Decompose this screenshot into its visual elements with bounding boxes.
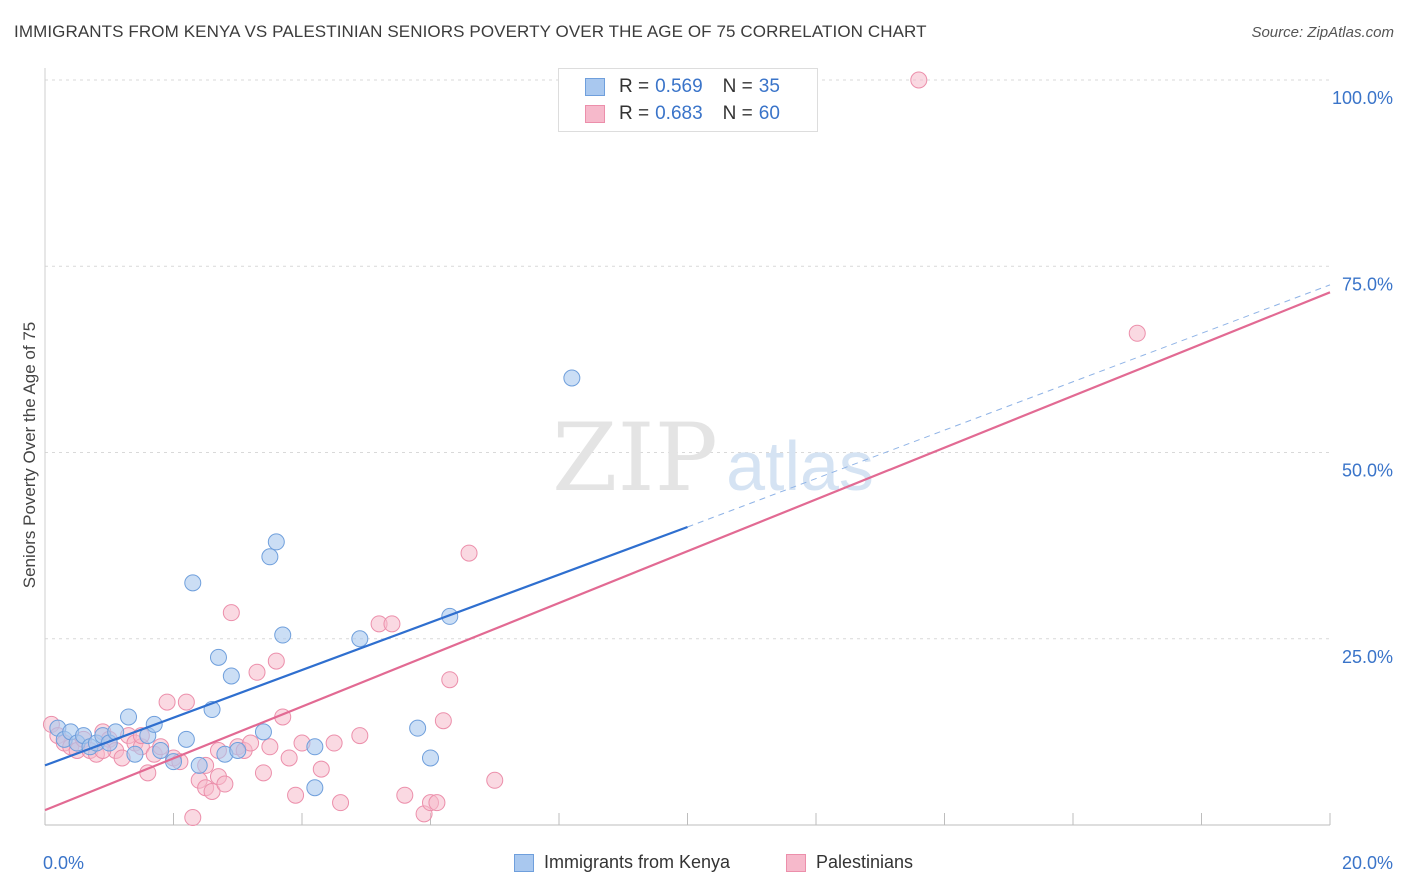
chart-title: IMMIGRANTS FROM KENYA VS PALESTINIAN SEN… xyxy=(14,22,927,41)
kenya-point xyxy=(306,779,324,797)
bottom-legend-swatch-palestinians xyxy=(786,853,806,872)
palestinians-point xyxy=(486,771,504,789)
kenya-point xyxy=(261,548,279,566)
kenya-point xyxy=(267,533,285,551)
palestinians-point xyxy=(312,760,330,778)
bottom-legend-swatch-kenya xyxy=(514,853,534,872)
bottom-legend-kenya[interactable]: Immigrants from Kenya xyxy=(514,852,730,873)
y-tick-label: 75.0% xyxy=(1342,274,1393,294)
x-tick-label: 0.0% xyxy=(43,853,84,873)
palestinians-point xyxy=(248,663,266,681)
kenya-point xyxy=(209,648,227,666)
palestinians-point xyxy=(1128,324,1146,342)
legend-n-label: N = xyxy=(722,103,753,124)
x-tick-label: 20.0% xyxy=(1342,853,1393,873)
palestinians-point xyxy=(242,734,260,752)
palestinians-point xyxy=(216,775,234,793)
stats-legend: R = 0.569 N = 35 R = 0.683 N = 60 xyxy=(558,68,818,132)
kenya-point xyxy=(306,738,324,756)
legend-r-kenya: 0.569 xyxy=(655,76,703,97)
palestinians-point xyxy=(254,764,272,782)
palestinians-point xyxy=(267,652,285,670)
legend-swatch-kenya xyxy=(585,78,605,96)
bottom-legend-palestinians[interactable]: Palestinians xyxy=(786,852,913,873)
kenya-point xyxy=(152,742,170,759)
kenya-point xyxy=(409,719,427,737)
kenya-point xyxy=(563,369,581,387)
palestinians-point xyxy=(325,734,343,752)
legend-r-palestinians: 0.683 xyxy=(655,103,703,124)
palestinians-point xyxy=(177,693,195,711)
legend-n-kenya: 35 xyxy=(758,76,780,97)
palestinians-point xyxy=(203,782,221,800)
palestinians-point xyxy=(428,794,446,812)
legend-r-label: R = xyxy=(619,76,650,97)
kenya-point xyxy=(120,708,138,726)
palestinians-point xyxy=(460,544,478,562)
palestinians-point xyxy=(332,794,350,812)
palestinians-point xyxy=(261,738,279,756)
kenya-point xyxy=(422,749,439,767)
palestinians-point xyxy=(383,615,401,633)
bottom-legend-label-palestinians: Palestinians xyxy=(816,852,914,872)
legend-n-palestinians: 60 xyxy=(758,103,780,124)
palestinians-point xyxy=(910,71,928,89)
kenya-point xyxy=(190,756,208,774)
kenya-point xyxy=(177,730,195,748)
source-label: Source: ZipAtlas.com xyxy=(1251,24,1394,41)
legend-swatch-palestinians xyxy=(585,105,605,123)
legend-r-label: R = xyxy=(619,103,650,124)
palestinians-point xyxy=(287,786,305,804)
kenya-point xyxy=(222,667,240,685)
y-tick-label: 25.0% xyxy=(1342,647,1393,667)
watermark-zip: ZIP xyxy=(552,404,718,513)
kenya-point xyxy=(351,630,369,648)
legend-row-palestinians: R = 0.683 N = 60 xyxy=(585,101,780,127)
watermark-atlas: atlas xyxy=(726,427,874,505)
kenya-point xyxy=(274,626,292,644)
legend-row-kenya: R = 0.569 N = 35 xyxy=(585,74,780,100)
palestinians-trendline xyxy=(44,291,1331,812)
palestinians-point xyxy=(158,693,176,711)
palestinians-point xyxy=(280,749,298,767)
kenya-trendline xyxy=(44,525,688,767)
kenya-point xyxy=(229,742,247,759)
palestinians-point xyxy=(396,786,414,804)
palestinians-point xyxy=(434,712,452,730)
kenya-trendline-extension xyxy=(687,284,1331,528)
legend-n-label: N = xyxy=(722,76,753,97)
bottom-legend-label-kenya: Immigrants from Kenya xyxy=(544,852,731,872)
kenya-point xyxy=(184,574,202,592)
y-tick-label: 100.0% xyxy=(1332,88,1393,108)
palestinians-point xyxy=(184,809,202,827)
palestinians-point xyxy=(222,604,240,622)
kenya-point xyxy=(441,607,459,625)
y-tick-label: 50.0% xyxy=(1342,461,1393,481)
kenya-point xyxy=(126,745,144,763)
palestinians-point xyxy=(351,727,369,745)
kenya-point xyxy=(254,723,272,741)
palestinians-point xyxy=(441,671,459,689)
